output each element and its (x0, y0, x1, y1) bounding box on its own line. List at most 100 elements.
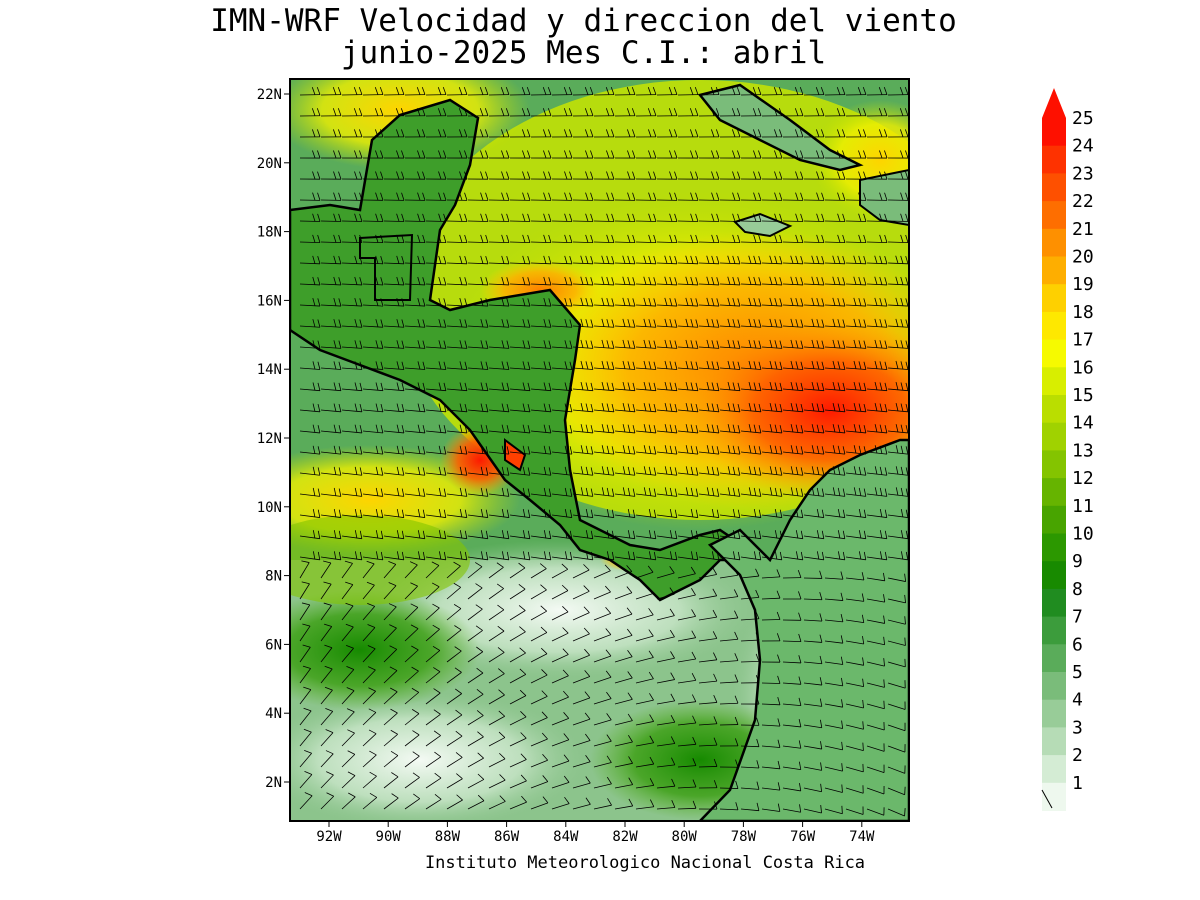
wind-barb (908, 620, 909, 621)
wind-barb (803, 466, 825, 476)
wind-barb (803, 698, 823, 707)
wind-barb (677, 609, 696, 621)
wind-barb (530, 466, 552, 476)
colorbar-level-label: 13 (1072, 440, 1094, 461)
wind-barb (698, 129, 720, 138)
colorbar-level-label: 11 (1072, 496, 1094, 517)
wind-barb (719, 445, 741, 455)
wind-barb (803, 381, 825, 392)
colorbar-level-label: 15 (1072, 385, 1094, 406)
wind-barb (530, 276, 552, 286)
wind-barb (719, 276, 741, 286)
wind-barb (572, 108, 594, 117)
wind-barb (656, 86, 678, 96)
wind-barb (698, 297, 720, 307)
wind-barb (383, 708, 398, 726)
wind-barb (383, 561, 397, 579)
wind-barb (467, 298, 489, 307)
wind-barb (425, 508, 447, 518)
wind-barb (866, 530, 888, 540)
wind-barb (509, 626, 526, 642)
wind-barb (782, 530, 804, 540)
wind-barb (572, 213, 594, 222)
wind-barb (719, 759, 739, 768)
wind-barb (509, 403, 531, 413)
wind-barb (467, 752, 484, 768)
wind-barb (467, 710, 484, 726)
wind-barb (446, 150, 468, 159)
wind-barb (740, 318, 762, 328)
wind-barb (467, 773, 485, 789)
wind-barb (698, 318, 720, 328)
wind-barb (887, 108, 909, 117)
wind-barb (341, 750, 356, 768)
wind-barb (866, 785, 885, 795)
wind-barb (824, 635, 844, 644)
wind-barb (362, 86, 384, 96)
wind-barb (467, 604, 483, 621)
wind-barb (845, 742, 864, 751)
wind-barb (341, 560, 353, 579)
wind-barb (425, 255, 447, 265)
wind-barb (824, 571, 844, 580)
wind-barb (803, 150, 825, 159)
wind-barb (530, 775, 549, 789)
wind-barb (299, 382, 321, 392)
wind-barb (299, 771, 313, 789)
wind-barb (383, 751, 399, 768)
wind-barb (593, 234, 615, 244)
wind-barb (551, 690, 569, 705)
wind-barb (782, 234, 804, 244)
wind-barb (530, 445, 552, 455)
wind-barb (362, 508, 384, 518)
wind-barb (740, 589, 760, 600)
wind-barb (887, 637, 906, 646)
wind-barb (614, 445, 636, 455)
wind-barb (425, 340, 447, 349)
wind-barb (908, 515, 909, 516)
wind-barb (467, 276, 489, 286)
wind-barb (404, 150, 426, 159)
wind-barb (509, 753, 527, 768)
wind-barb (509, 668, 527, 684)
wind-barb (782, 719, 802, 728)
wind-barb (782, 804, 802, 813)
wind-barb (572, 318, 594, 328)
wind-barb (614, 607, 633, 621)
wind-barb (509, 711, 527, 726)
wind-barb (845, 445, 867, 455)
wind-barb (593, 551, 615, 561)
wind-barb (908, 578, 909, 579)
wind-barb (404, 171, 426, 180)
wind-barb (341, 687, 355, 705)
wind-barb (719, 716, 739, 726)
wind-barb (593, 150, 615, 159)
wind-barb (698, 551, 720, 561)
wind-barb (824, 150, 846, 159)
wind-barb (866, 658, 885, 667)
wind-barb (908, 683, 909, 684)
wind-barb (866, 255, 888, 265)
wind-barb (677, 715, 697, 726)
wind-barb (761, 424, 783, 434)
wind-barb (299, 686, 312, 705)
wind-barb (719, 631, 739, 642)
wind-barb (740, 403, 762, 413)
wind-barb (509, 298, 531, 307)
wind-barb (845, 129, 867, 138)
wind-barb (362, 171, 384, 180)
wind-barb (404, 561, 418, 579)
wind-barb (362, 645, 376, 663)
wind-barb (467, 551, 489, 561)
wind-barb (593, 530, 615, 540)
wind-barb (677, 673, 697, 684)
wind-barb (845, 572, 865, 581)
wind-barb (614, 466, 636, 476)
wind-barb (572, 192, 594, 201)
wind-barb (698, 716, 718, 726)
wind-barb (467, 445, 489, 455)
wind-barb (677, 566, 696, 579)
wind-barb (635, 192, 657, 201)
lat-tick-label: 4N (265, 706, 282, 722)
wind-barb (383, 551, 405, 561)
